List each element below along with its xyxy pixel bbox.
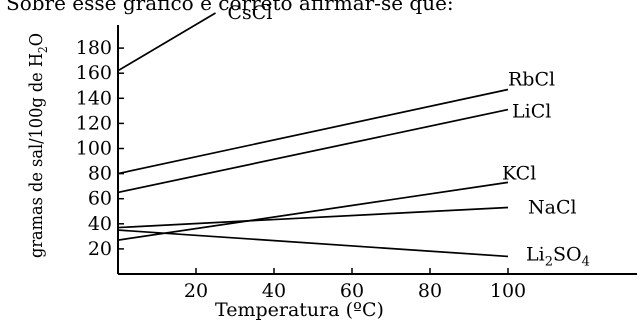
series-label-part: SO (553, 243, 582, 265)
x-tick-label: 80 (418, 280, 442, 302)
series-labels: CsCl RbCl LiCl KCl NaCl Li2SO4 (228, 2, 590, 269)
series-label-kcl: KCl (502, 162, 536, 184)
y-tick-label: 80 (88, 163, 112, 185)
x-tick-label: 40 (262, 280, 286, 302)
ticks: 20 40 60 80 100 120 140 160 180 20 40 60 80 100 (76, 37, 526, 302)
y-axis-title-end: O (26, 33, 47, 46)
axes (117, 25, 637, 275)
series-lines (117, 12, 509, 258)
y-tick-label: 100 (76, 138, 112, 160)
y-axis-title: gramas de sal/100g de H2O (26, 33, 50, 258)
series-label-subscript: 4 (582, 254, 590, 269)
series-line-li2so4 (117, 229, 509, 258)
y-tick-label: 160 (76, 62, 112, 84)
series-label-subscript: 2 (545, 254, 553, 269)
series-label-part: NaCl (528, 196, 577, 218)
x-tick-label: 100 (490, 280, 526, 302)
y-tick-label: 60 (88, 188, 112, 210)
series-line-rbcl (117, 88, 509, 175)
series-label-licl: LiCl (512, 101, 551, 123)
series-label-part: Li (526, 243, 545, 265)
series-label-part: CsCl (228, 2, 273, 24)
y-axis-title-sub: 2 (36, 46, 50, 53)
y-tick-label: 140 (76, 87, 112, 109)
y-tick-label: 20 (88, 238, 112, 260)
y-tick-label: 40 (88, 213, 112, 235)
x-tick-label: 20 (184, 280, 208, 302)
series-label-part: KCl (502, 162, 536, 184)
y-tick-label: 180 (76, 37, 112, 59)
header-text: Sobre esse gráfico é correto afirmar-se … (6, 0, 454, 15)
x-tick-label: 60 (340, 280, 364, 302)
series-label-li2so4: Li2SO4 (526, 243, 590, 269)
series-line-kcl (117, 181, 509, 241)
series-line-nacl (117, 206, 509, 229)
y-axis-title-main: gramas de sal/100g de H (26, 53, 47, 258)
y-tick-label: 120 (76, 112, 112, 134)
series-line-cscl (117, 12, 216, 72)
x-axis-title: Temperatura (ºC) (215, 299, 384, 320)
series-label-nacl: NaCl (528, 196, 577, 218)
series-line-licl (117, 108, 509, 194)
series-label-cscl: CsCl (228, 2, 273, 24)
series-label-rbcl: RbCl (508, 69, 555, 91)
series-label-part: RbCl (508, 69, 555, 91)
series-label-part: LiCl (512, 101, 551, 123)
